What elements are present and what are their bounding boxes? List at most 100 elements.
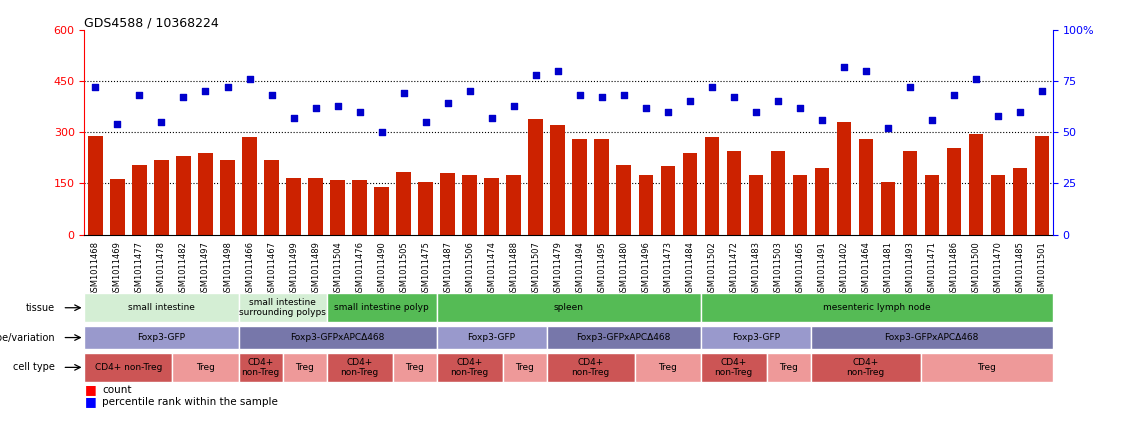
Bar (84, 353, 172, 382)
Bar (635, 353, 700, 382)
Text: Foxp3-GFPxAPCΔ468: Foxp3-GFPxAPCΔ468 (885, 333, 978, 342)
Point (923, 116, 941, 123)
Point (483, 115, 501, 121)
Point (548, 67, 566, 74)
Point (504, 102, 522, 109)
Bar (133, 165, 146, 235)
Text: small intestine polyp: small intestine polyp (334, 303, 429, 312)
Point (131, 92, 149, 99)
Bar (726, 151, 741, 235)
Text: CD4+
non-Treg: CD4+ non-Treg (241, 358, 279, 377)
Bar (393, 353, 437, 382)
Text: CD4+ non-Treg: CD4+ non-Treg (95, 363, 162, 372)
Text: Treg: Treg (977, 363, 997, 372)
Bar (546, 326, 700, 349)
Bar (437, 326, 546, 349)
Text: Foxp3-GFPxAPCΔ468: Foxp3-GFPxAPCΔ468 (577, 333, 671, 342)
Bar (221, 159, 234, 235)
Bar (793, 175, 807, 235)
Point (857, 67, 875, 74)
Text: tissue: tissue (26, 303, 55, 313)
Point (790, 104, 808, 111)
Bar (661, 166, 674, 235)
Point (175, 94, 193, 101)
Bar (881, 182, 895, 235)
Bar (700, 294, 1053, 322)
Bar (239, 326, 437, 349)
Bar (239, 353, 283, 382)
Bar (239, 294, 327, 322)
Bar (546, 353, 635, 382)
Bar (283, 353, 327, 382)
Bar (172, 353, 239, 382)
Bar (638, 175, 653, 235)
Bar (396, 171, 411, 235)
Bar (198, 153, 213, 235)
Bar (419, 182, 432, 235)
Bar (924, 175, 939, 235)
Text: mesenteric lymph node: mesenteric lymph node (823, 303, 930, 312)
Text: genotype/variation: genotype/variation (0, 332, 55, 343)
Bar (770, 151, 785, 235)
Point (725, 94, 743, 101)
Bar (572, 139, 587, 235)
Point (461, 88, 479, 95)
Point (1033, 88, 1051, 95)
Text: ■: ■ (84, 395, 96, 408)
Bar (484, 179, 499, 235)
Bar (84, 294, 239, 322)
Bar (705, 137, 718, 235)
Bar (682, 153, 697, 235)
Bar (811, 326, 1053, 349)
Bar (327, 294, 437, 322)
Point (769, 98, 787, 105)
Text: Foxp3-GFPxAPCΔ468: Foxp3-GFPxAPCΔ468 (291, 333, 385, 342)
Text: Treg: Treg (295, 363, 314, 372)
Bar (595, 139, 609, 235)
Bar (617, 165, 631, 235)
Bar (1012, 168, 1027, 235)
Bar (811, 353, 921, 382)
Bar (88, 136, 102, 235)
Point (989, 113, 1007, 119)
Bar (265, 159, 278, 235)
Text: percentile rank within the sample: percentile rank within the sample (101, 396, 278, 407)
Bar (327, 353, 393, 382)
Text: Treg: Treg (516, 363, 534, 372)
Bar (837, 122, 851, 235)
Bar (437, 353, 502, 382)
Bar (968, 134, 983, 235)
Bar (551, 125, 565, 235)
Text: cell type: cell type (12, 363, 55, 372)
Bar (309, 179, 323, 235)
Text: spleen: spleen (554, 303, 583, 312)
Bar (1035, 136, 1049, 235)
Text: CD4+
non-Treg: CD4+ non-Treg (340, 358, 378, 377)
Text: CD4+
non-Treg: CD4+ non-Treg (847, 358, 885, 377)
Point (87, 84, 105, 91)
Bar (330, 180, 345, 235)
Point (285, 115, 303, 121)
Point (197, 88, 215, 95)
Bar (440, 173, 455, 235)
Point (703, 84, 721, 91)
Point (967, 75, 985, 82)
Point (241, 75, 259, 82)
Bar (110, 179, 125, 235)
Point (218, 84, 236, 91)
Text: Treg: Treg (659, 363, 677, 372)
Bar (177, 156, 190, 235)
Text: Treg: Treg (196, 363, 215, 372)
Point (417, 118, 435, 125)
Bar (528, 118, 543, 235)
Point (306, 104, 324, 111)
Text: CD4+
non-Treg: CD4+ non-Treg (715, 358, 753, 377)
Point (527, 71, 545, 78)
Point (1011, 108, 1029, 115)
Bar (700, 326, 811, 349)
Point (152, 118, 170, 125)
Bar (767, 353, 811, 382)
Point (834, 63, 852, 70)
Bar (463, 175, 476, 235)
Bar (502, 353, 546, 382)
